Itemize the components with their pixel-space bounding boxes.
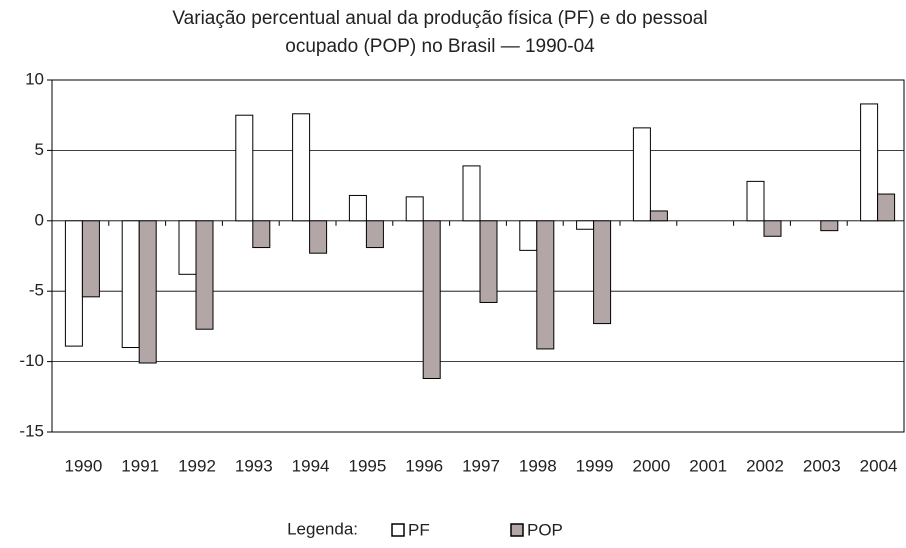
- x-tick-label: 2003: [803, 456, 841, 475]
- x-tick-label: 2001: [689, 456, 727, 475]
- y-tick-label: -10: [19, 351, 44, 370]
- legend-swatch: [510, 523, 524, 537]
- bar: [422, 220, 441, 379]
- x-tick-label: 1991: [121, 456, 159, 475]
- bar: [178, 220, 197, 275]
- x-tick-label: 1993: [235, 456, 273, 475]
- bar: [309, 220, 328, 254]
- bar: [763, 220, 782, 237]
- x-tick-label: 1990: [64, 456, 102, 475]
- bar: [519, 220, 538, 251]
- bar: [479, 220, 498, 303]
- bar: [138, 220, 157, 364]
- x-tick-label: 2004: [860, 456, 898, 475]
- x-tick-label: 1994: [292, 456, 330, 475]
- x-tick-label: 1999: [576, 456, 614, 475]
- x-tick-label: 1992: [178, 456, 216, 475]
- x-tick-label: 2002: [746, 456, 784, 475]
- legend-title: Legenda:: [287, 519, 358, 538]
- bar: [292, 113, 311, 222]
- y-tick-label: -15: [19, 421, 44, 440]
- bar: [405, 196, 424, 222]
- x-tick-label: 1997: [462, 456, 500, 475]
- bar: [632, 127, 651, 222]
- bar: [462, 165, 481, 222]
- bar: [121, 220, 140, 349]
- x-tick-label: 1998: [519, 456, 557, 475]
- bar: [820, 220, 839, 232]
- bar: [860, 103, 879, 222]
- bar: [235, 114, 254, 222]
- x-tick-label: 1995: [348, 456, 386, 475]
- bar: [195, 220, 214, 330]
- bar: [365, 220, 384, 249]
- bar: [81, 220, 100, 298]
- x-tick-label: 2000: [632, 456, 670, 475]
- bar: [64, 220, 83, 347]
- chart-title: Variação percentual anual da produção fí…: [172, 8, 707, 29]
- legend-label: POP: [527, 520, 563, 539]
- y-tick-label: 5: [35, 140, 44, 159]
- x-tick-label: 1996: [405, 456, 443, 475]
- y-tick-label: -5: [29, 281, 44, 300]
- bar: [746, 180, 765, 222]
- bar: [252, 220, 271, 249]
- chart-title: ocupado (POP) no Brasil — 1990-04: [285, 36, 595, 57]
- y-tick-label: 0: [35, 210, 44, 229]
- legend-swatch: [391, 523, 405, 537]
- legend-label: PF: [408, 520, 430, 539]
- y-tick-label: 10: [25, 69, 44, 88]
- bar: [593, 220, 612, 325]
- bar: [649, 210, 668, 222]
- bar: [536, 220, 555, 350]
- bar: [576, 220, 595, 230]
- bar: [877, 193, 896, 222]
- bar: [348, 194, 367, 222]
